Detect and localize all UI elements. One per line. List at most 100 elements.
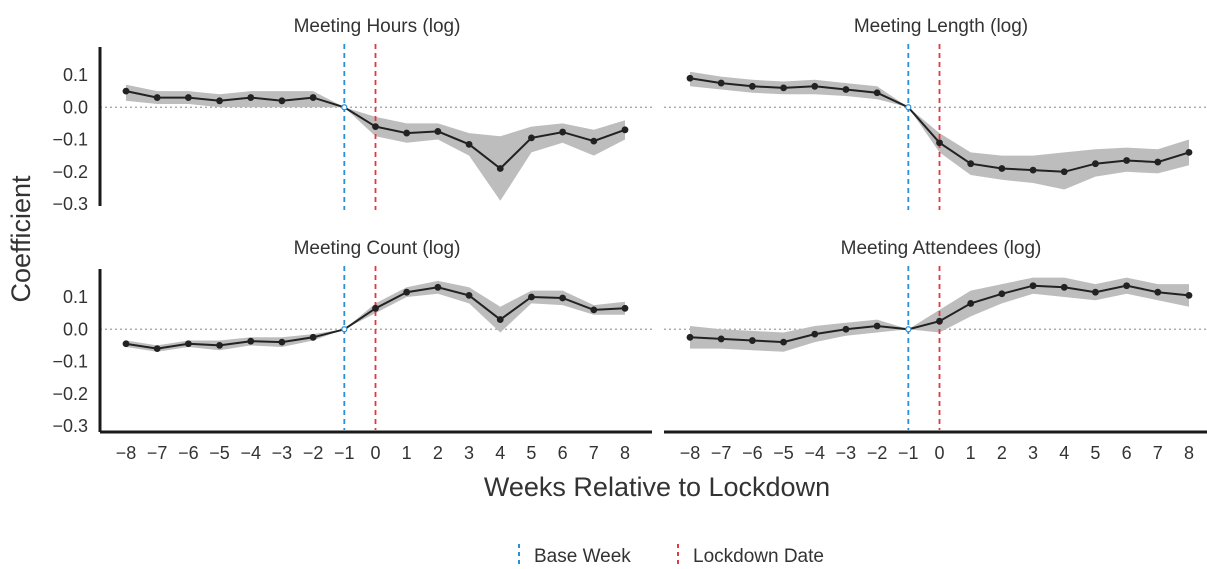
- x-tick-label: 8: [1184, 443, 1194, 463]
- x-tick-label: 7: [589, 443, 599, 463]
- data-point: [905, 104, 912, 111]
- data-point: [528, 134, 535, 142]
- panel-title-meeting-attendees: Meeting Attendees (log): [841, 238, 1042, 259]
- data-point: [717, 79, 725, 87]
- data-point: [184, 94, 192, 101]
- data-point: [1123, 157, 1131, 164]
- x-tick-label: −8: [680, 443, 701, 463]
- data-point: [1123, 282, 1131, 290]
- legend-label-base-week: Base Week: [534, 546, 631, 567]
- x-tick-label: −4: [804, 443, 825, 463]
- panel-meeting-attendees: [664, 266, 1207, 430]
- data-point: [621, 126, 629, 134]
- data-point: [905, 326, 912, 333]
- data-point: [1060, 168, 1068, 176]
- data-point: [372, 304, 379, 312]
- data-point: [278, 338, 286, 346]
- data-point: [496, 165, 504, 172]
- x-tick-label: −4: [240, 443, 261, 463]
- x-tick-label: 0: [370, 443, 380, 463]
- data-point: [748, 82, 756, 90]
- data-point: [873, 89, 881, 97]
- y-tick-label: 0.0: [63, 97, 88, 117]
- x-tick-label: 5: [1090, 443, 1100, 463]
- x-tick-label: −5: [209, 443, 230, 463]
- x-tick-label: −7: [711, 443, 732, 463]
- data-point: [842, 325, 850, 333]
- data-point: [936, 317, 943, 325]
- data-point: [1029, 166, 1037, 174]
- data-point: [341, 104, 348, 111]
- panel-title-meeting-hours: Meeting Hours (log): [294, 16, 461, 37]
- data-point: [1092, 160, 1099, 168]
- data-point: [496, 316, 504, 323]
- y-tick-label: 0.1: [63, 287, 88, 307]
- x-tick-label: 0: [934, 443, 944, 463]
- legend: Base Week Lockdown Date: [518, 544, 824, 567]
- data-point: [1185, 291, 1193, 299]
- data-point: [528, 293, 535, 301]
- panel-meeting-length: [664, 44, 1207, 210]
- data-point: [309, 333, 317, 341]
- x-tick-label: −8: [116, 443, 137, 463]
- data-point: [1060, 283, 1068, 291]
- data-point: [1154, 288, 1162, 296]
- data-point: [967, 300, 975, 307]
- data-point: [247, 337, 255, 345]
- x-tick-label: −3: [272, 443, 293, 463]
- x-tick-label: 1: [402, 443, 412, 463]
- y-tick-label: −0.2: [52, 162, 88, 182]
- data-point: [434, 128, 442, 135]
- legend-label-lockdown-date: Lockdown Date: [693, 546, 824, 567]
- y-tick-label: −0.2: [52, 384, 88, 404]
- x-tick-label: 7: [1153, 443, 1163, 463]
- x-tick-label: 2: [997, 443, 1007, 463]
- data-point: [1092, 288, 1099, 296]
- data-point: [842, 86, 850, 93]
- data-point: [686, 74, 694, 82]
- data-point: [341, 326, 348, 333]
- x-tick-label: 4: [495, 443, 505, 463]
- x-tick-label: −1: [898, 443, 919, 463]
- y-axis-title: Coefficient: [6, 175, 36, 303]
- data-point: [465, 140, 473, 148]
- x-tick-label: 8: [620, 443, 630, 463]
- x-tick-label: −6: [742, 443, 763, 463]
- data-point: [936, 139, 943, 147]
- x-tick-label: −1: [334, 443, 355, 463]
- data-point: [372, 123, 379, 130]
- y-tick-label: −0.1: [52, 352, 88, 372]
- panel-title-meeting-length: Meeting Length (log): [854, 16, 1028, 37]
- axes: 0.1 0.0 −0.1 −0.2 −0.3 0.1 0.0 −0.1 −0.2 −0.3 −8 −7…: [52, 47, 1207, 463]
- x-tick-label: 1: [966, 443, 976, 463]
- y-tick-label: −0.3: [52, 194, 88, 214]
- data-point: [998, 290, 1006, 298]
- data-point: [216, 97, 223, 105]
- y-tick-label: −0.3: [52, 416, 88, 436]
- x-axis-title: Weeks Relative to Lockdown: [484, 472, 830, 502]
- panel-meeting-hours: [100, 44, 652, 210]
- y-tick-label: 0.1: [63, 65, 88, 85]
- x-tick-label: 2: [433, 443, 443, 463]
- data-point: [621, 304, 629, 312]
- data-point: [122, 87, 130, 95]
- data-point: [1029, 282, 1037, 290]
- x-tick-label: −7: [147, 443, 168, 463]
- data-point: [811, 330, 819, 338]
- data-point: [1154, 158, 1162, 166]
- panel-meeting-count: [100, 266, 652, 430]
- x-tick-label: 6: [1122, 443, 1132, 463]
- data-point: [780, 338, 787, 346]
- data-point: [590, 306, 598, 314]
- data-point: [403, 129, 411, 137]
- x-tick-label: −5: [773, 443, 794, 463]
- data-point: [780, 84, 787, 92]
- data-point: [247, 94, 255, 101]
- x-tick-label: −2: [303, 443, 324, 463]
- x-tick-label: 5: [526, 443, 536, 463]
- data-point: [873, 322, 881, 330]
- data-point: [559, 294, 567, 302]
- y-tick-label: −0.1: [52, 130, 88, 150]
- data-point: [309, 94, 317, 101]
